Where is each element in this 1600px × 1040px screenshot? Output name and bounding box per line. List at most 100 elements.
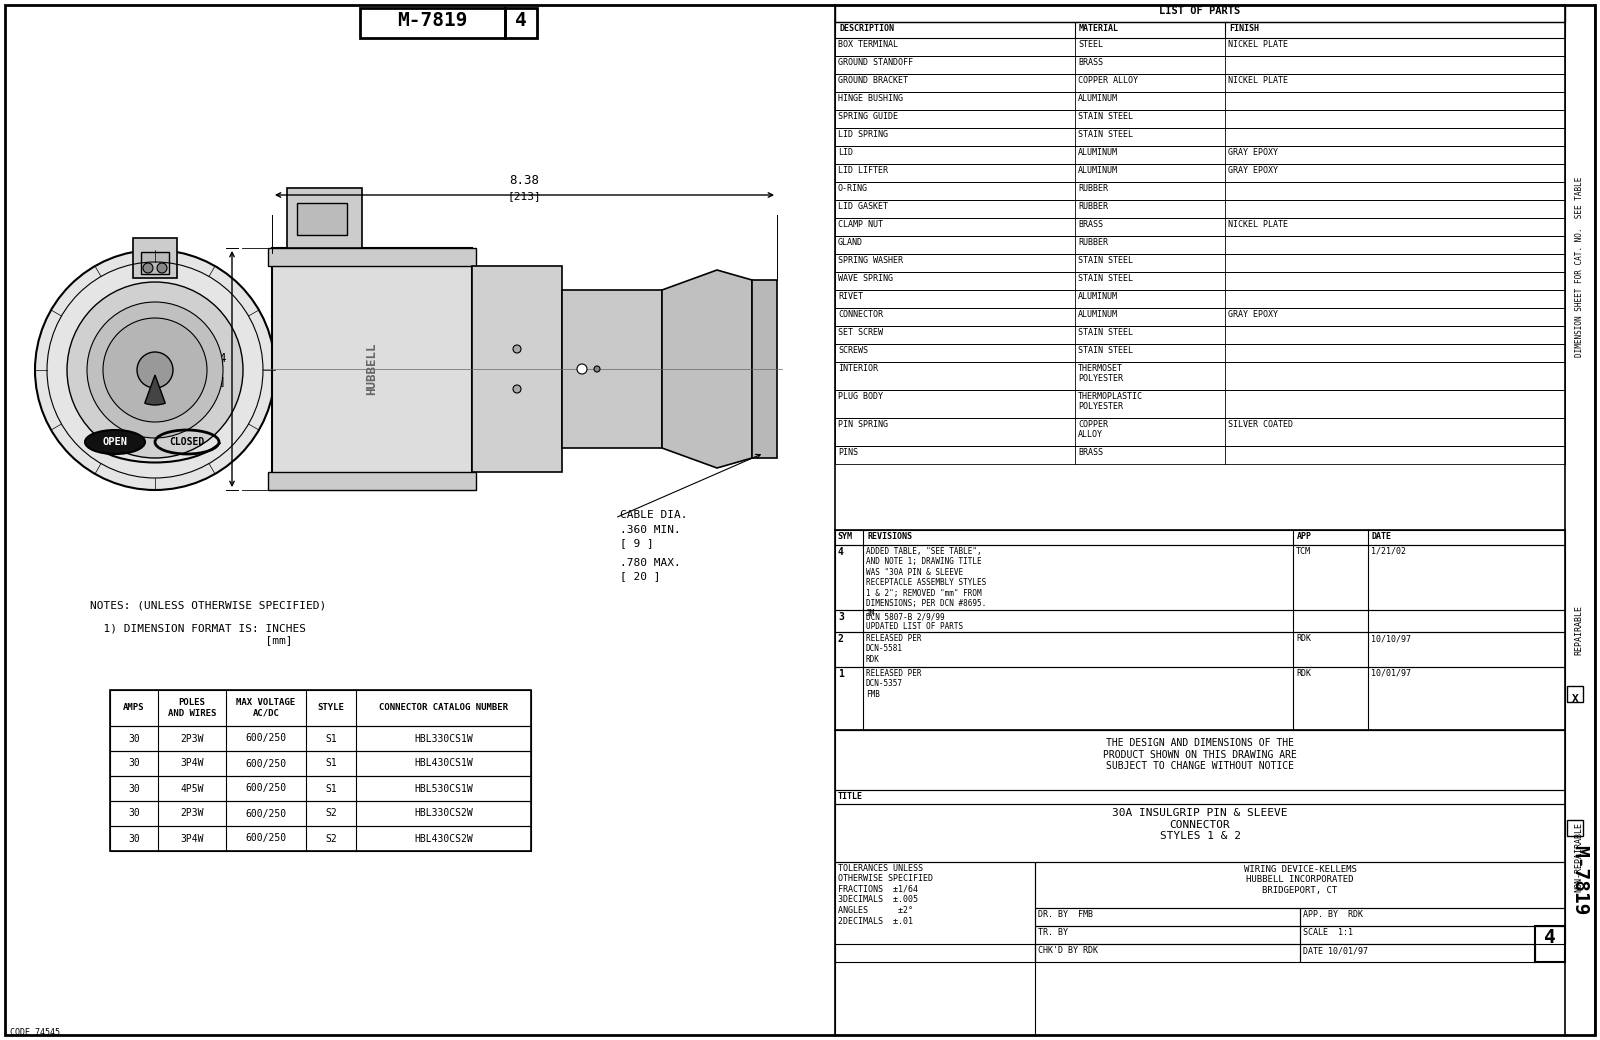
Text: THERMOPLASTIC
POLYESTER: THERMOPLASTIC POLYESTER	[1078, 392, 1142, 412]
Wedge shape	[144, 375, 165, 405]
Text: HBL430CS1W: HBL430CS1W	[414, 758, 474, 769]
Text: STAIN STEEL: STAIN STEEL	[1078, 328, 1133, 337]
Text: CODE 74545: CODE 74545	[10, 1028, 61, 1037]
Text: REPAIRABLE: REPAIRABLE	[1574, 605, 1584, 655]
Bar	[835, 254, 1565, 272]
Text: RDK: RDK	[1296, 634, 1310, 643]
Text: 10/10/97: 10/10/97	[1371, 634, 1411, 643]
Bar	[835, 74, 1565, 92]
Bar	[835, 200, 1565, 218]
Text: RUBBER: RUBBER	[1078, 238, 1107, 246]
Text: REVISIONS: REVISIONS	[867, 532, 912, 541]
Bar	[1299, 926, 1565, 944]
Text: ALUMINUM: ALUMINUM	[1078, 148, 1118, 157]
Bar	[141, 252, 170, 274]
Text: COPPER ALLOY: COPPER ALLOY	[1078, 76, 1138, 85]
Text: NICKEL PLATE: NICKEL PLATE	[1229, 220, 1288, 229]
Bar	[835, 610, 1565, 632]
Text: RELEASED PER
DCN-5357
FMB: RELEASED PER DCN-5357 FMB	[866, 669, 922, 699]
Bar	[835, 362, 1565, 390]
Text: ANGLES      ±2°: ANGLES ±2°	[838, 906, 914, 915]
Bar	[133, 238, 178, 278]
Text: LID LIFTER: LID LIFTER	[838, 166, 888, 175]
Text: 600/250: 600/250	[245, 733, 286, 744]
Text: 3.74: 3.74	[198, 353, 227, 365]
Bar	[752, 280, 778, 458]
Text: HBL530CS1W: HBL530CS1W	[414, 783, 474, 794]
Text: PIN SPRING: PIN SPRING	[838, 420, 888, 428]
Text: ALUMINUM: ALUMINUM	[1078, 292, 1118, 301]
Text: M-7819: M-7819	[1571, 844, 1589, 915]
Text: THE DESIGN AND DIMENSIONS OF THE
PRODUCT SHOWN ON THIS DRAWING ARE
SUBJECT TO CH: THE DESIGN AND DIMENSIONS OF THE PRODUCT…	[1102, 738, 1298, 772]
Text: LID: LID	[838, 148, 853, 157]
Text: 2DECIMALS  ±.01: 2DECIMALS ±.01	[838, 917, 914, 926]
Text: PINS: PINS	[838, 448, 858, 457]
Bar	[835, 5, 1565, 22]
Text: S1: S1	[325, 733, 338, 744]
Text: SET SCREW: SET SCREW	[838, 328, 883, 337]
Text: 10/01/97: 10/01/97	[1371, 669, 1411, 678]
Text: STAIN STEEL: STAIN STEEL	[1078, 112, 1133, 121]
Text: GROUND STANDOFF: GROUND STANDOFF	[838, 58, 914, 67]
Polygon shape	[662, 270, 752, 468]
Text: CONNECTOR CATALOG NUMBER: CONNECTOR CATALOG NUMBER	[379, 703, 509, 712]
Text: SPRING WASHER: SPRING WASHER	[838, 256, 902, 265]
Text: [ 9 ]: [ 9 ]	[621, 538, 654, 548]
Text: DR. BY  FMB: DR. BY FMB	[1038, 910, 1093, 919]
Bar	[269, 248, 477, 266]
Bar	[835, 218, 1565, 236]
Text: CONNECTOR: CONNECTOR	[838, 310, 883, 319]
Text: SPRING GUIDE: SPRING GUIDE	[838, 112, 898, 121]
Bar	[472, 266, 562, 472]
Bar	[835, 862, 1035, 1035]
Text: 600/250: 600/250	[245, 808, 286, 818]
Bar	[835, 290, 1565, 308]
Text: HUBBELL: HUBBELL	[365, 343, 379, 395]
Circle shape	[514, 345, 522, 353]
Text: LID GASKET: LID GASKET	[838, 202, 888, 211]
Text: 600/250: 600/250	[245, 833, 286, 843]
Text: 4: 4	[838, 547, 843, 557]
Bar	[110, 690, 531, 726]
Bar	[506, 8, 538, 38]
Text: 3: 3	[838, 612, 843, 622]
Text: ALUMINUM: ALUMINUM	[1078, 310, 1118, 319]
Bar	[110, 776, 531, 801]
Text: LID SPRING: LID SPRING	[838, 130, 888, 139]
Text: STAIN STEEL: STAIN STEEL	[1078, 130, 1133, 139]
Bar	[1299, 944, 1534, 962]
Bar	[835, 56, 1565, 74]
Text: CLOSED: CLOSED	[170, 437, 205, 447]
Bar	[1035, 944, 1299, 962]
Text: HBL330CS1W: HBL330CS1W	[414, 733, 474, 744]
Text: 4P5W: 4P5W	[181, 783, 203, 794]
Text: POLES
AND WIRES: POLES AND WIRES	[168, 698, 216, 718]
Text: RUBBER: RUBBER	[1078, 202, 1107, 211]
Text: GLAND: GLAND	[838, 238, 862, 246]
Text: SCREWS: SCREWS	[838, 346, 867, 355]
Bar	[835, 272, 1565, 290]
Circle shape	[86, 302, 222, 438]
Text: 2: 2	[838, 634, 843, 644]
Text: STAIN STEEL: STAIN STEEL	[1078, 346, 1133, 355]
Text: TITLE: TITLE	[838, 792, 862, 801]
Text: GROUND BRACKET: GROUND BRACKET	[838, 76, 909, 85]
Bar	[835, 446, 1565, 464]
Text: WAVE SPRING: WAVE SPRING	[838, 274, 893, 283]
Text: STAIN STEEL: STAIN STEEL	[1078, 256, 1133, 265]
Bar	[286, 188, 362, 248]
Text: 30: 30	[128, 733, 139, 744]
Text: BRASS: BRASS	[1078, 58, 1102, 67]
Bar	[1566, 686, 1582, 702]
Circle shape	[514, 385, 522, 393]
Text: 1/21/02: 1/21/02	[1371, 547, 1406, 556]
Bar	[835, 944, 1035, 962]
Bar	[269, 472, 477, 490]
Text: 3P4W: 3P4W	[181, 758, 203, 769]
Circle shape	[138, 352, 173, 388]
Text: TR. BY: TR. BY	[1038, 928, 1069, 937]
Text: 600/250: 600/250	[245, 758, 286, 769]
Text: RDK: RDK	[1296, 669, 1310, 678]
Text: NICKEL PLATE: NICKEL PLATE	[1229, 40, 1288, 49]
Text: S2: S2	[325, 833, 338, 843]
